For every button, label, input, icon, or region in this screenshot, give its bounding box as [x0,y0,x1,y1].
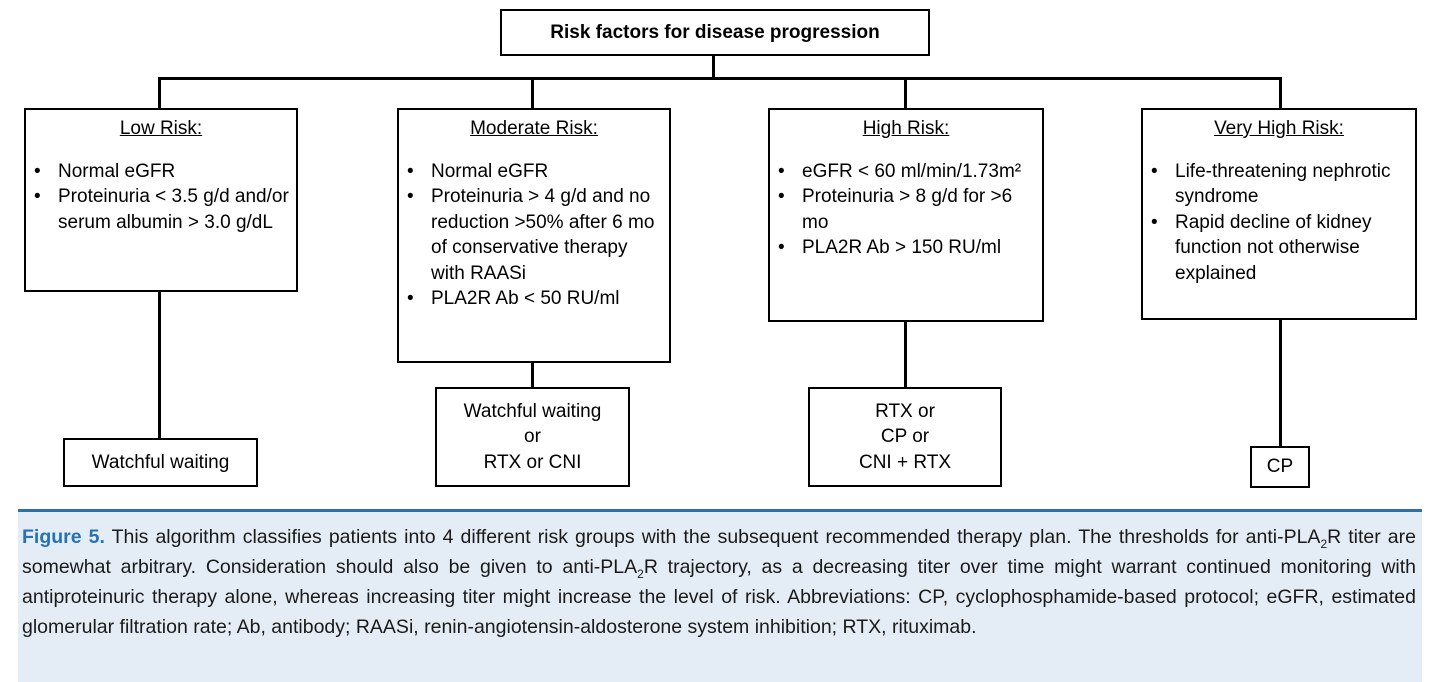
criterion-item: Normal eGFR [399,159,669,185]
risk-box-low: Low Risk: Normal eGFR Proteinuria < 3.5 … [24,108,298,292]
therapy-line: CNI + RTX [858,451,952,473]
risk-heading-very-high: Very High Risk: [1214,118,1344,139]
criteria-list-high: eGFR < 60 ml/min/1.73m² Proteinuria > 8 … [770,159,1042,261]
criteria-list-low: Normal eGFR Proteinuria < 3.5 g/d and/or… [26,159,296,236]
therapy-line: CP or [880,426,930,448]
criterion-item: Rapid decline of kidney function not oth… [1143,210,1415,287]
title-box: Risk factors for disease progression [500,9,930,56]
caption-text: R titer are somewhat arbitrary. Consider… [22,526,1416,578]
connector-to-very-high [1279,77,1282,109]
therapy-box-low: Watchful waiting [63,438,258,487]
caption-subscript: 2 [1320,536,1328,551]
connector-to-moderate [531,77,534,109]
caption-subscript: 2 [637,566,644,581]
connector-very-high-therapy [1279,318,1282,448]
risk-box-high: High Risk: eGFR < 60 ml/min/1.73m² Prote… [768,108,1044,322]
criterion-item: PLA2R Ab < 50 RU/ml [399,286,669,312]
therapy-line: or [524,426,541,448]
figure-caption: Figure 5. This algorithm classifies pati… [18,509,1422,682]
criterion-item: Life-threatening nephrotic syndrome [1143,159,1415,210]
caption-text: R trajectory, as a decreasing titer over… [22,556,1416,638]
connector-horizontal-bar [158,77,1282,80]
connector-to-high [904,77,907,109]
therapy-box-high: RTX or CP or CNI + RTX [808,387,1002,487]
therapy-box-very-high: CP [1250,446,1310,488]
criterion-item: Proteinuria < 3.5 g/d and/or serum album… [26,184,296,235]
criteria-list-very-high: Life-threatening nephrotic syndrome Rapi… [1143,159,1415,287]
criteria-list-moderate: Normal eGFR Proteinuria > 4 g/d and no r… [399,159,669,312]
risk-box-moderate: Moderate Risk: Normal eGFR Proteinuria >… [397,108,671,363]
therapy-line: Watchful waiting [463,400,602,422]
risk-heading-low: Low Risk: [119,118,203,139]
therapy-line: RTX or CNI [483,451,582,473]
therapy-line: RTX or [875,400,935,422]
caption-text: This algorithm classifies patients into … [104,526,1321,548]
therapy-line: Watchful waiting [91,451,230,473]
figure-label: Figure 5. [22,526,105,548]
criterion-item: Proteinuria > 8 g/d for >6 mo [770,184,1042,235]
criterion-item: Normal eGFR [26,159,296,185]
connector-title-down [712,56,715,78]
connector-to-low [158,77,161,109]
therapy-box-moderate: Watchful waiting or RTX or CNI [435,387,630,487]
therapy-line: CP [1266,456,1294,478]
criterion-item: eGFR < 60 ml/min/1.73m² [770,159,1042,185]
connector-low-therapy [158,290,161,440]
connector-high-therapy [904,320,907,389]
connector-moderate-therapy [531,361,534,389]
risk-heading-high: High Risk: [862,118,950,139]
diagram-title: Risk factors for disease progression [550,21,880,43]
criterion-item: Proteinuria > 4 g/d and no reduction >50… [399,184,669,286]
risk-heading-moderate: Moderate Risk: [470,118,598,139]
criterion-item: PLA2R Ab > 150 RU/ml [770,235,1042,261]
risk-box-very-high: Very High Risk: Life-threatening nephrot… [1141,108,1417,320]
